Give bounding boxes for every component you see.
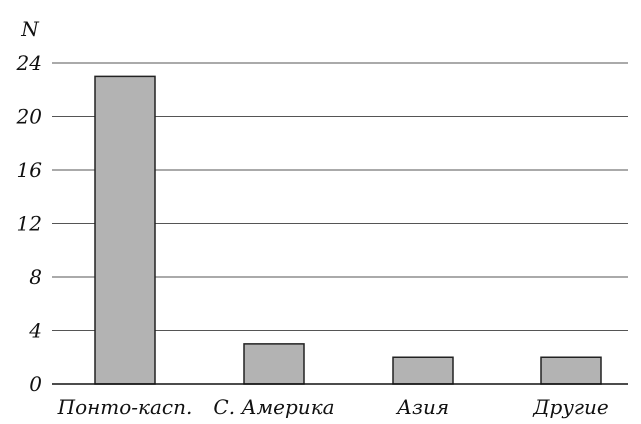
- y-tick-label: 12: [17, 212, 42, 236]
- bar: [540, 356, 602, 385]
- y-tick-label: 0: [29, 372, 42, 396]
- category-label: Понто-касп.: [57, 395, 193, 419]
- y-tick-label: 8: [29, 265, 42, 289]
- y-tick-label: 24: [16, 51, 42, 75]
- y-tick-label: 16: [17, 158, 43, 182]
- bar: [243, 343, 305, 385]
- y-tick-label: 20: [16, 105, 43, 129]
- bar: [392, 356, 454, 385]
- bar: [94, 75, 156, 385]
- y-tick-labels: 0 4 8 12 16 20 24: [16, 51, 43, 396]
- category-label: Азия: [395, 395, 449, 419]
- category-label: С. Америка: [213, 395, 334, 419]
- y-axis-title: N: [20, 17, 40, 41]
- y-tick-label: 4: [28, 319, 42, 343]
- bars: [94, 75, 602, 385]
- category-label: Другие: [532, 395, 609, 419]
- category-labels: Понто-касп. С. Америка Азия Другие: [57, 395, 609, 419]
